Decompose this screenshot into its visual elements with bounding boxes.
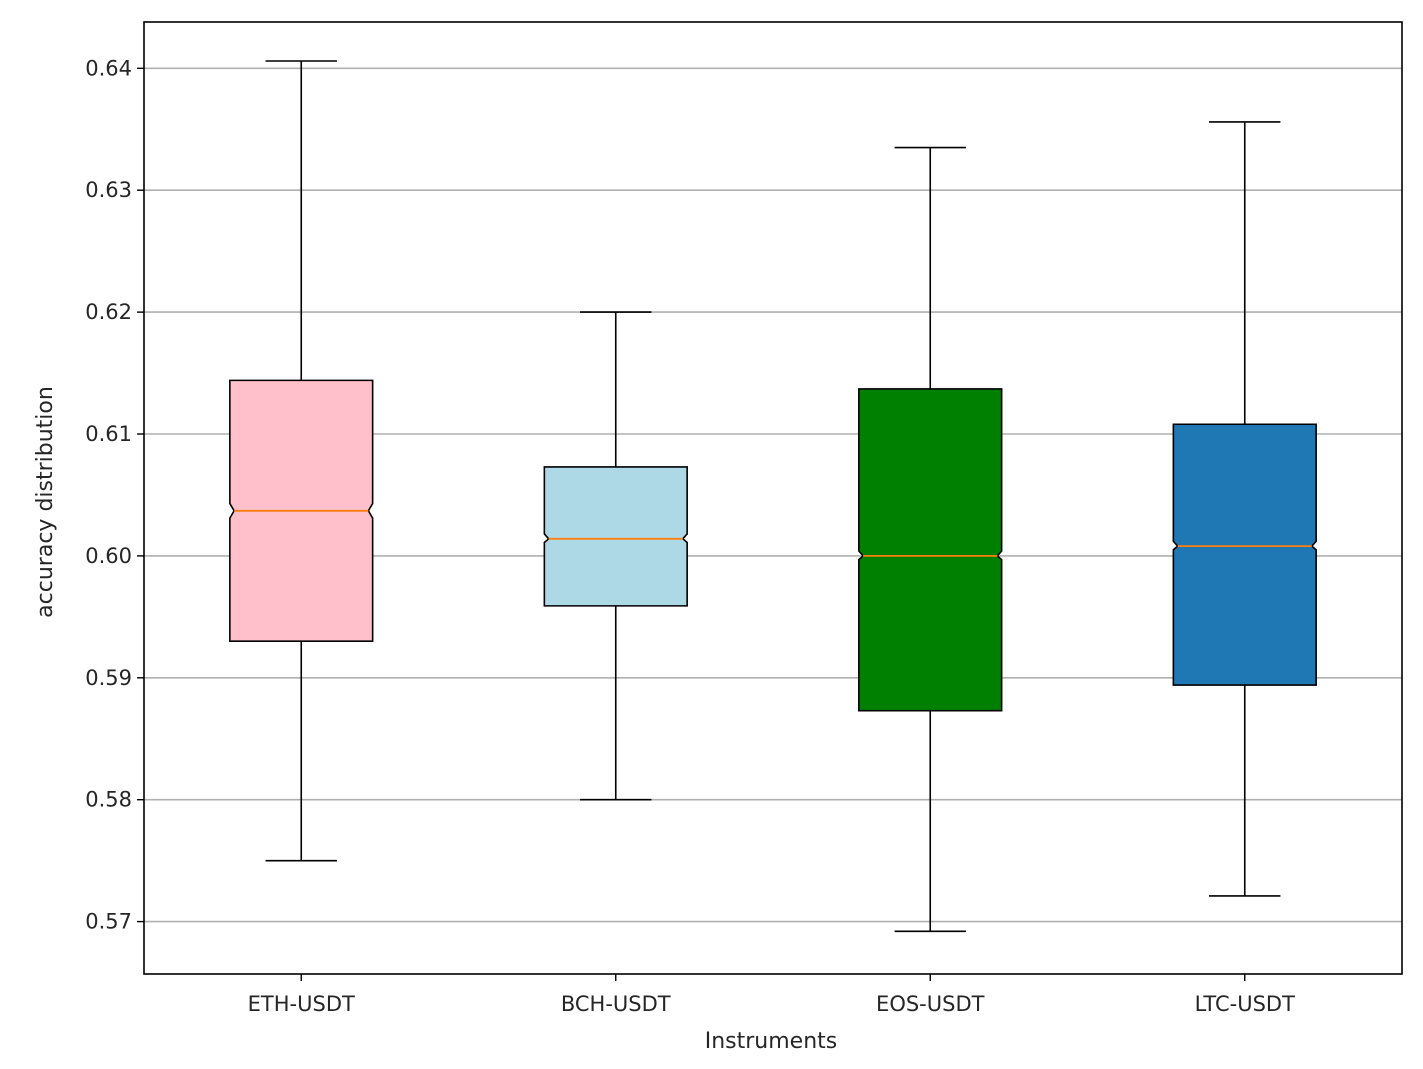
x-tick-label: ETH-USDT <box>248 992 355 1016</box>
box-series <box>229 60 1317 933</box>
box-ltc-usdt <box>1172 121 1317 897</box>
x-tick-label: EOS-USDT <box>876 992 985 1016</box>
x-axis-label: Instruments <box>705 1029 838 1054</box>
plot-frame <box>143 21 1403 975</box>
y-tick-label: 0.63 <box>85 178 132 202</box>
x-tick-label: LTC-USDT <box>1195 992 1296 1016</box>
y-axis: 0.57 0.58 0.59 0.60 0.61 0.62 0.63 0.64 <box>85 56 144 934</box>
notched-box <box>1172 423 1317 686</box>
y-axis-label: accuracy distribution <box>33 386 58 618</box>
y-tick-label: 0.59 <box>85 666 132 690</box>
y-tick-label: 0.60 <box>85 544 132 568</box>
y-tick-label: 0.64 <box>85 56 132 80</box>
box-eos-usdt <box>858 146 1003 933</box>
y-tick-label: 0.61 <box>85 422 132 446</box>
y-tick-label: 0.58 <box>85 788 132 812</box>
notched-box <box>858 388 1003 712</box>
notched-box <box>543 466 688 607</box>
x-axis: ETH-USDT BCH-USDT EOS-USDT LTC-USDT <box>248 974 1295 1016</box>
x-tick-label: BCH-USDT <box>561 992 671 1016</box>
box-eth-usdt <box>229 60 374 862</box>
box-bch-usdt <box>543 311 688 801</box>
y-tick-label: 0.57 <box>85 910 132 934</box>
y-tick-label: 0.62 <box>85 300 132 324</box>
